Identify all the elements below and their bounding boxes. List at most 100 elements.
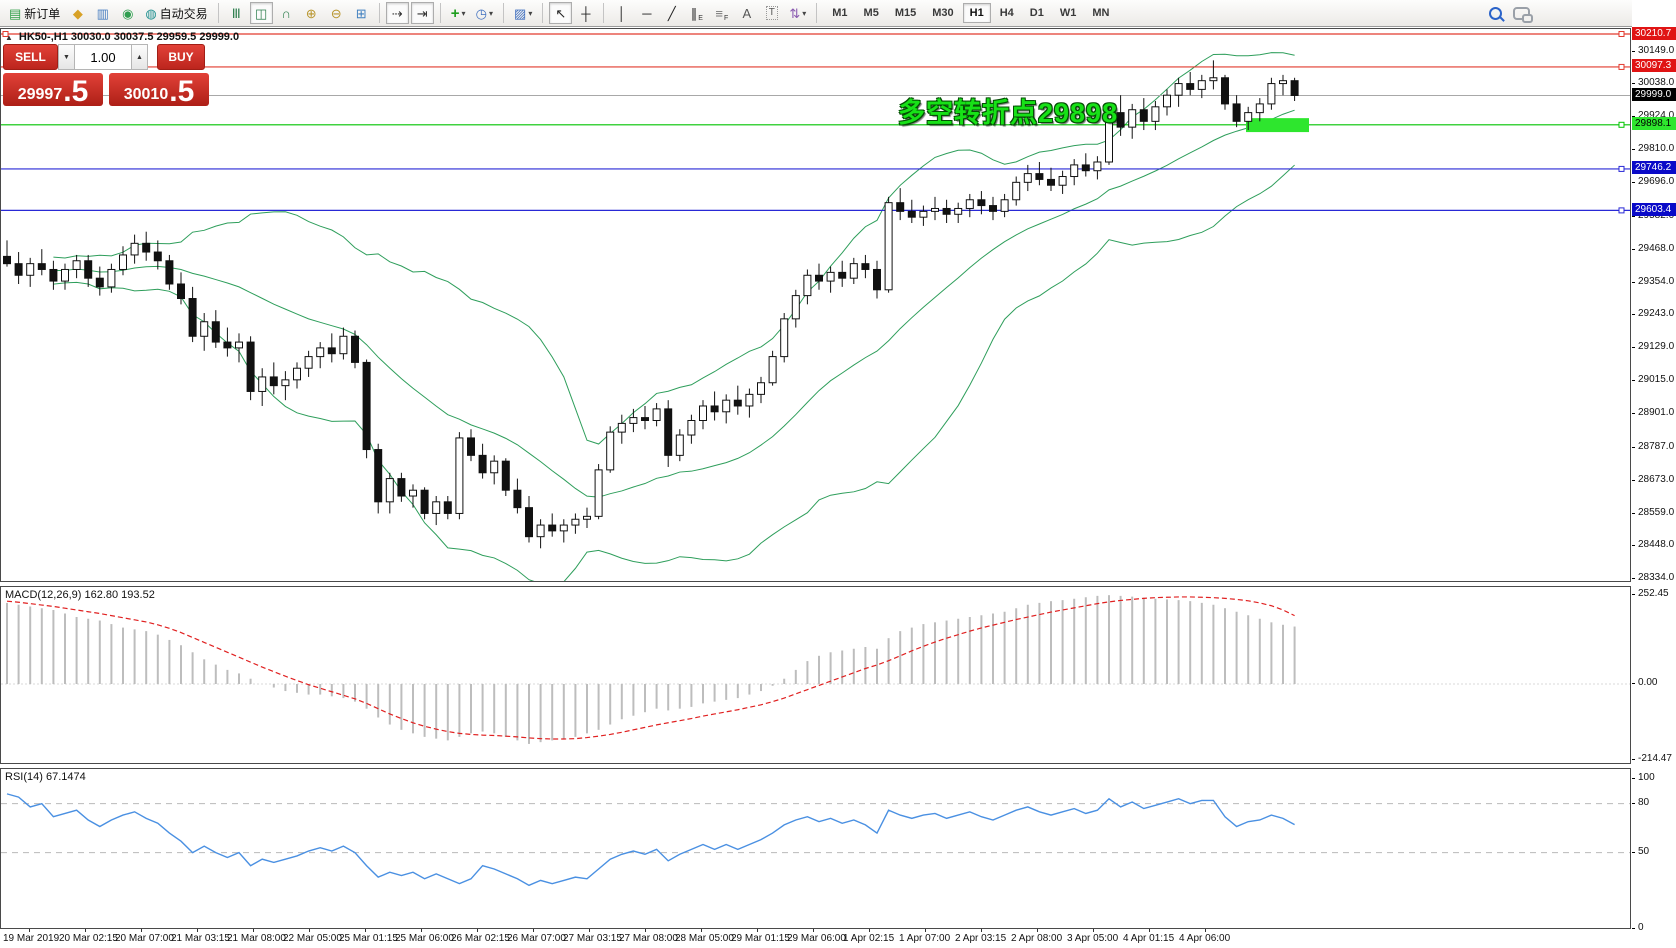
candle-bear <box>815 274 823 282</box>
line-handle[interactable] <box>1618 207 1625 214</box>
fibonacci-button[interactable]: ≡ F <box>710 2 733 24</box>
horizontal-line-button[interactable]: ─ <box>635 2 658 24</box>
price-tick-label: 28901.0 <box>1632 406 1676 420</box>
line-chart-button[interactable]: ∩ <box>275 2 298 24</box>
candle-bull <box>583 515 591 520</box>
candle-bull <box>699 405 707 422</box>
rsi-tick-label: 50 <box>1632 845 1676 859</box>
candle-bull <box>281 379 290 387</box>
dropdown-caret-icon: ▾ <box>461 8 466 18</box>
clock-icon: ◷ <box>475 5 488 21</box>
candle-bull <box>675 434 684 456</box>
macd-panel[interactable]: MACD(12,26,9) 162.80 193.52 <box>0 586 1631 764</box>
zoom-out-button[interactable]: ⊖ <box>325 2 348 24</box>
line-handle[interactable] <box>1618 121 1625 128</box>
time-tick-label: 28 Mar 05:00 <box>675 933 734 944</box>
candle-bear <box>861 263 870 270</box>
buy-button[interactable]: BUY <box>157 44 205 70</box>
arrows-button[interactable]: ⇅ ▾ <box>785 2 810 24</box>
price-axis[interactable]: 30149.030038.029924.029810.029696.029582… <box>1632 0 1676 948</box>
chat-button[interactable] <box>1509 2 1534 24</box>
sell-button[interactable]: SELL <box>3 44 58 70</box>
candle-bull <box>1255 103 1264 114</box>
search-icon <box>1489 6 1502 20</box>
candle-bear <box>710 405 719 413</box>
candle-bull <box>780 318 789 358</box>
templates-button[interactable]: ▨ ▾ <box>510 2 536 24</box>
timeframe-m1-button[interactable]: M1 <box>825 3 854 23</box>
volume-input[interactable] <box>75 44 131 70</box>
candle-bull <box>768 356 777 384</box>
candle-bull <box>931 207 939 212</box>
candle-bear <box>269 376 278 387</box>
candlestick-chart-button[interactable]: ◫ <box>249 2 273 24</box>
market-watch-button[interactable]: ◆ <box>66 2 89 24</box>
volume-decrease-button[interactable]: ▼ <box>58 44 75 70</box>
vertical-line-button[interactable]: │ <box>610 2 633 24</box>
timeframe-h1-button[interactable]: H1 <box>962 3 991 23</box>
signals-button[interactable]: ◉ <box>116 2 139 24</box>
timeframe-d1-button[interactable]: D1 <box>1023 3 1051 23</box>
buy-price-button[interactable]: 30010 .5 <box>109 73 209 106</box>
main-chart-panel[interactable]: ▲ HK50-,H1 30030.0 30037.5 29959.5 29999… <box>0 28 1631 582</box>
candle-bull <box>1267 83 1276 105</box>
rsi-panel[interactable]: RSI(14) 67.1474 <box>0 768 1631 929</box>
time-tick <box>197 929 198 932</box>
time-tick-label: 21 Mar 03:15 <box>171 933 230 944</box>
new-order-label: 新订单 <box>24 6 61 21</box>
time-tick <box>29 929 30 932</box>
cursor-button[interactable]: ↖ <box>549 2 573 24</box>
new-order-button[interactable]: ▤ 新订单 <box>5 2 64 24</box>
auto-scroll-button[interactable]: ⇢ <box>385 2 409 24</box>
chat-icon <box>1513 6 1533 23</box>
candle-bear <box>37 263 46 270</box>
price-chart[interactable] <box>1 29 1630 581</box>
volume-increase-button[interactable]: ▲ <box>131 44 148 70</box>
candle-bear <box>1047 178 1055 186</box>
crosshair-button[interactable]: ┼ <box>574 2 597 24</box>
timeframe-w1-button[interactable]: W1 <box>1053 3 1084 23</box>
candle-bull <box>965 199 974 209</box>
periods-button[interactable]: ◷ ▾ <box>472 2 497 24</box>
candle-bull <box>826 271 835 282</box>
auto-trading-button[interactable]: ◍ 自动交易 <box>141 2 211 24</box>
price-tick-label: 28559.0 <box>1632 506 1676 520</box>
chart-annotation[interactable]: 多空转折点29898 <box>898 98 1119 128</box>
time-tick-label: 2 Apr 03:15 <box>955 933 1007 944</box>
zoom-in-button[interactable]: ⊕ <box>300 2 323 24</box>
data-window-button[interactable]: ▥ <box>91 2 114 24</box>
equidistant-channel-button[interactable]: ∥ E <box>685 2 708 24</box>
candle-bear <box>443 501 452 514</box>
timeframe-m5-button[interactable]: M5 <box>857 3 886 23</box>
timeframe-m30-button[interactable]: M30 <box>925 3 960 23</box>
timeframe-mn-button[interactable]: MN <box>1085 3 1116 23</box>
candle-bear <box>467 437 475 456</box>
text-button[interactable]: A <box>735 2 758 24</box>
cursor-icon: ↖ <box>555 5 567 21</box>
timeframe-h4-button[interactable]: H4 <box>993 3 1021 23</box>
search-button[interactable] <box>1484 2 1507 24</box>
candle-bear <box>362 361 371 451</box>
trend-line-button[interactable]: ╱ <box>660 2 683 24</box>
chart-shift-button[interactable]: ⇥ <box>410 2 434 24</box>
line-handle[interactable] <box>1618 31 1625 37</box>
support-zone-rect[interactable] <box>1246 118 1309 133</box>
text-label-button[interactable]: T <box>760 2 783 24</box>
collapse-icon[interactable]: ▲ <box>5 32 13 42</box>
bar-chart-button[interactable]: Ⅲ <box>225 2 248 24</box>
line-handle[interactable] <box>1618 165 1625 172</box>
candle-bull <box>791 295 800 320</box>
time-axis[interactable]: 19 Mar 2019 20 Mar 02:15 20 Mar 07:00 21 Ma… <box>0 929 1676 948</box>
timeframe-m15-button[interactable]: M15 <box>888 3 923 23</box>
candle-bull <box>1279 80 1287 85</box>
sell-price-button[interactable]: 29997 .5 <box>3 73 103 106</box>
time-tick-label: 2 Apr 08:00 <box>1011 933 1063 944</box>
indicators-button[interactable]: + ▾ <box>447 2 470 24</box>
line-handle[interactable] <box>1618 63 1625 70</box>
candle-bear <box>420 489 429 514</box>
tile-windows-button[interactable]: ⊞ <box>350 2 373 24</box>
rsi-tick-label: 100 <box>1632 771 1676 785</box>
toolbar-separator <box>603 3 605 23</box>
candle-bear <box>896 202 905 212</box>
line-handle[interactable] <box>2 31 9 37</box>
